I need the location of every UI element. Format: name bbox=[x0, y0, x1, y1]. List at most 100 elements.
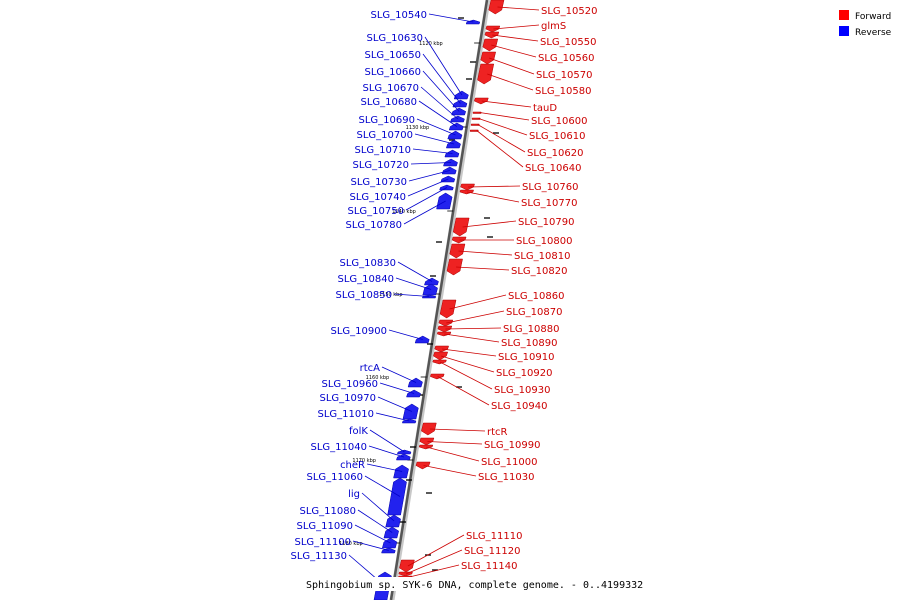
forward-gene-arrow[interactable] bbox=[488, 0, 505, 15]
forward-gene-arrow[interactable] bbox=[477, 63, 495, 85]
forward-gene-label[interactable]: SLG_10620 bbox=[527, 148, 583, 159]
reverse-gene-label[interactable]: SLG_10750 bbox=[348, 206, 404, 217]
reverse-gene-label[interactable]: SLG_11100 bbox=[295, 537, 351, 548]
reverse-gene-label[interactable]: SLG_10840 bbox=[338, 274, 394, 285]
forward-gene-arrow[interactable] bbox=[419, 437, 435, 446]
forward-gene-label[interactable]: SLG_10880 bbox=[503, 324, 559, 335]
reverse-gene-arrow[interactable] bbox=[383, 526, 399, 539]
forward-gene-label[interactable]: SLG_10860 bbox=[508, 291, 564, 302]
forward-gene-arrow[interactable] bbox=[446, 258, 463, 276]
reverse-gene-label[interactable]: folK bbox=[349, 426, 368, 437]
reverse-gene-label[interactable]: SLG_10650 bbox=[365, 50, 421, 61]
forward-gene-label[interactable]: glmS bbox=[541, 21, 566, 32]
reverse-gene-label[interactable]: SLG_10710 bbox=[355, 145, 411, 156]
reverse-gene-label[interactable]: SLG_10630 bbox=[367, 33, 423, 44]
forward-gene-label[interactable]: SLG_11140 bbox=[461, 561, 517, 572]
forward-gene-label[interactable]: SLG_10760 bbox=[522, 182, 578, 193]
forward-gene-label[interactable]: SLG_10550 bbox=[540, 37, 596, 48]
forward-gene-label[interactable]: SLG_10600 bbox=[531, 116, 587, 127]
forward-gene-label[interactable]: SLG_11120 bbox=[464, 546, 520, 557]
reverse-gene-label[interactable]: SLG_10900 bbox=[331, 326, 387, 337]
forward-gene-label[interactable]: SLG_10890 bbox=[501, 338, 557, 349]
forward-gene-label[interactable]: rtcR bbox=[487, 427, 508, 438]
reverse-gene-label[interactable]: SLG_10970 bbox=[320, 393, 376, 404]
forward-gene-arrow[interactable] bbox=[415, 461, 431, 470]
forward-gene-label[interactable]: SLG_10940 bbox=[491, 401, 547, 412]
forward-gene-label[interactable]: tauD bbox=[533, 103, 557, 114]
forward-gene-label[interactable]: SLG_11000 bbox=[481, 457, 537, 468]
forward-gene-arrow[interactable] bbox=[484, 31, 500, 39]
forward-gene-arrow[interactable] bbox=[433, 351, 449, 361]
reverse-gene-label[interactable]: rtcA bbox=[360, 363, 381, 374]
forward-gene-label[interactable]: SLG_10640 bbox=[525, 163, 581, 174]
reverse-gene-arrow[interactable] bbox=[385, 514, 401, 528]
forward-gene-arrow[interactable] bbox=[439, 299, 457, 319]
forward-gene-label[interactable]: SLG_11110 bbox=[466, 531, 522, 542]
forward-gene-arrow[interactable] bbox=[398, 571, 413, 577]
forward-gene-label[interactable]: SLG_10610 bbox=[529, 131, 585, 142]
reverse-gene-label[interactable]: SLG_11060 bbox=[307, 472, 363, 483]
forward-gene-arrow[interactable] bbox=[485, 25, 501, 33]
forward-gene-label[interactable]: SLG_10930 bbox=[494, 385, 550, 396]
forward-gene-label[interactable]: SLG_10870 bbox=[506, 307, 562, 318]
forward-gene-label[interactable]: SLG_10770 bbox=[521, 198, 577, 209]
forward-gene-arrow[interactable] bbox=[471, 117, 481, 120]
forward-gene-leader bbox=[449, 294, 507, 310]
forward-gene-arrow[interactable] bbox=[472, 111, 482, 114]
reverse-gene-label[interactable]: SLG_10780 bbox=[346, 220, 402, 231]
forward-gene-arrow[interactable] bbox=[474, 97, 489, 105]
forward-gene-arrow[interactable] bbox=[438, 319, 454, 327]
reverse-gene-label[interactable]: SLG_10680 bbox=[361, 97, 417, 108]
forward-gene-label[interactable]: SLG_10910 bbox=[498, 352, 554, 363]
reverse-gene-label[interactable]: SLG_10960 bbox=[322, 379, 378, 390]
forward-gene-label[interactable]: SLG_10520 bbox=[541, 6, 597, 17]
forward-gene-label[interactable]: SLG_10570 bbox=[536, 70, 592, 81]
forward-gene-arrow[interactable] bbox=[480, 51, 496, 65]
reverse-gene-label[interactable]: SLG_10830 bbox=[340, 258, 396, 269]
forward-gene-arrow[interactable] bbox=[436, 331, 452, 337]
reverse-gene-label[interactable]: SLG_10540 bbox=[371, 10, 427, 21]
reverse-gene-label[interactable]: SLG_10660 bbox=[365, 67, 421, 78]
reverse-gene-label[interactable]: SLG_10690 bbox=[359, 115, 415, 126]
forward-gene-label[interactable]: SLG_10810 bbox=[514, 251, 570, 262]
reverse-gene-label[interactable]: SLG_10670 bbox=[363, 83, 419, 94]
reverse-gene-arrow[interactable] bbox=[452, 99, 468, 108]
reverse-gene-label[interactable]: cheR bbox=[340, 460, 365, 471]
reverse-gene-label[interactable]: SLG_10730 bbox=[351, 177, 407, 188]
forward-gene-arrow[interactable] bbox=[437, 325, 453, 333]
reverse-gene-label[interactable]: SLG_10850 bbox=[336, 290, 392, 301]
forward-gene-arrow[interactable] bbox=[421, 422, 437, 436]
forward-gene-label[interactable]: SLG_10560 bbox=[538, 53, 594, 64]
forward-gene-arrow[interactable] bbox=[451, 236, 467, 244]
reverse-gene-label[interactable]: SLG_11080 bbox=[300, 506, 356, 517]
forward-gene-arrow[interactable] bbox=[449, 243, 466, 259]
forward-gene-arrow[interactable] bbox=[432, 359, 447, 365]
reverse-gene-arrow[interactable] bbox=[387, 477, 407, 516]
reverse-gene-arrow[interactable] bbox=[436, 192, 453, 210]
reverse-gene-label[interactable]: SLG_11010 bbox=[318, 409, 374, 420]
reverse-gene-label[interactable]: SLG_10700 bbox=[357, 130, 413, 141]
forward-gene-label[interactable]: SLG_11030 bbox=[478, 472, 534, 483]
forward-gene-arrow[interactable] bbox=[459, 189, 474, 195]
forward-gene-arrow[interactable] bbox=[399, 559, 415, 573]
forward-gene-arrow[interactable] bbox=[482, 38, 499, 52]
reverse-gene-label[interactable]: SLG_10720 bbox=[353, 160, 409, 171]
forward-gene-arrow[interactable] bbox=[452, 217, 470, 237]
forward-gene-label[interactable]: SLG_10580 bbox=[535, 86, 591, 97]
forward-gene-arrow[interactable] bbox=[460, 183, 475, 191]
forward-gene-label[interactable]: SLG_10920 bbox=[496, 368, 552, 379]
reverse-gene-label[interactable]: lig bbox=[348, 489, 360, 500]
forward-gene-label[interactable]: SLG_10990 bbox=[484, 440, 540, 451]
reverse-gene-label[interactable]: SLG_10740 bbox=[350, 192, 406, 203]
reverse-gene-label[interactable]: SLG_11090 bbox=[297, 521, 353, 532]
reverse-gene-arrow[interactable] bbox=[451, 107, 467, 116]
reverse-gene-label[interactable]: SLG_11130 bbox=[291, 551, 347, 562]
reverse-gene-label[interactable]: SLG_11040 bbox=[311, 442, 367, 453]
reverse-gene-arrow[interactable] bbox=[453, 90, 469, 100]
forward-gene-label[interactable]: SLG_10790 bbox=[518, 217, 574, 228]
forward-gene-arrow[interactable] bbox=[430, 373, 445, 380]
forward-gene-arrow[interactable] bbox=[434, 345, 449, 353]
reverse-gene-arrow[interactable] bbox=[402, 403, 419, 420]
forward-gene-label[interactable]: SLG_10820 bbox=[511, 266, 567, 277]
forward-gene-label[interactable]: SLG_10800 bbox=[516, 236, 572, 247]
